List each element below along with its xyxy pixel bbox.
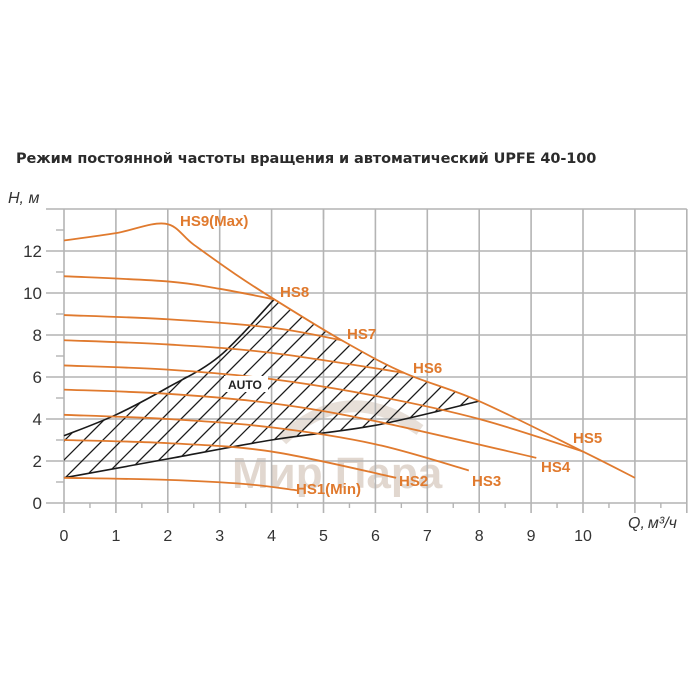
curve-hs4 (63, 388, 537, 459)
label-auto: AUTO (228, 378, 262, 392)
x-tick-label: 9 (527, 528, 536, 545)
y-tick-label: 6 (33, 368, 42, 387)
curve-hs2 (63, 439, 397, 479)
speed-curves (63, 222, 636, 492)
curve-hs5 (63, 364, 584, 453)
x-tick-label: 6 (371, 528, 380, 545)
label-hs8: HS8 (280, 284, 309, 301)
curve-hs8 (63, 275, 275, 301)
label-hs6: HS6 (413, 360, 442, 377)
curve-hs9max (63, 222, 636, 479)
y-axis-labels: 0 2 4 6 8 10 12 (23, 242, 42, 513)
curve-hs6 (63, 339, 405, 374)
label-hs4: HS4 (541, 459, 571, 476)
y-tick-label: 8 (33, 326, 42, 345)
x-axis-labels: 0 1 2 3 4 5 6 7 8 9 10 (60, 528, 592, 545)
label-hs1: HS1(Min) (296, 481, 361, 498)
label-hs2: HS2 (399, 473, 428, 490)
svg-text:Мир Пара: Мир Пара (232, 449, 443, 498)
y-tick-label: 12 (23, 242, 42, 261)
x-axis-title: Q, м³/ч (628, 515, 677, 532)
label-hs3: HS3 (472, 473, 501, 490)
x-tick-label: 7 (423, 528, 432, 545)
y-tick-label: 4 (33, 410, 42, 429)
x-tick-label: 1 (111, 528, 120, 545)
y-tick-label: 10 (23, 284, 42, 303)
x-tick-label: 10 (574, 528, 592, 545)
label-hs7: HS7 (347, 326, 376, 343)
y-axis-title: H, м (8, 190, 39, 207)
label-hs5: HS5 (573, 430, 602, 447)
x-tick-label: 0 (60, 528, 69, 545)
x-tick-label: 5 (319, 528, 328, 545)
x-tick-label: 4 (267, 528, 276, 545)
chart-title: Режим постоянной частоты вращения и авто… (16, 151, 597, 167)
y-tick-label: 2 (33, 452, 42, 471)
x-tick-label: 8 (475, 528, 484, 545)
x-tick-label: 3 (215, 528, 224, 545)
curve-hs7 (63, 314, 342, 342)
y-tick-label: 0 (33, 494, 42, 513)
x-tick-label: 2 (163, 528, 172, 545)
auto-label-bg (224, 376, 268, 392)
label-hs9: HS9(Max) (180, 213, 248, 230)
curve-hs1min (63, 476, 298, 492)
curve-hs3 (63, 413, 470, 472)
